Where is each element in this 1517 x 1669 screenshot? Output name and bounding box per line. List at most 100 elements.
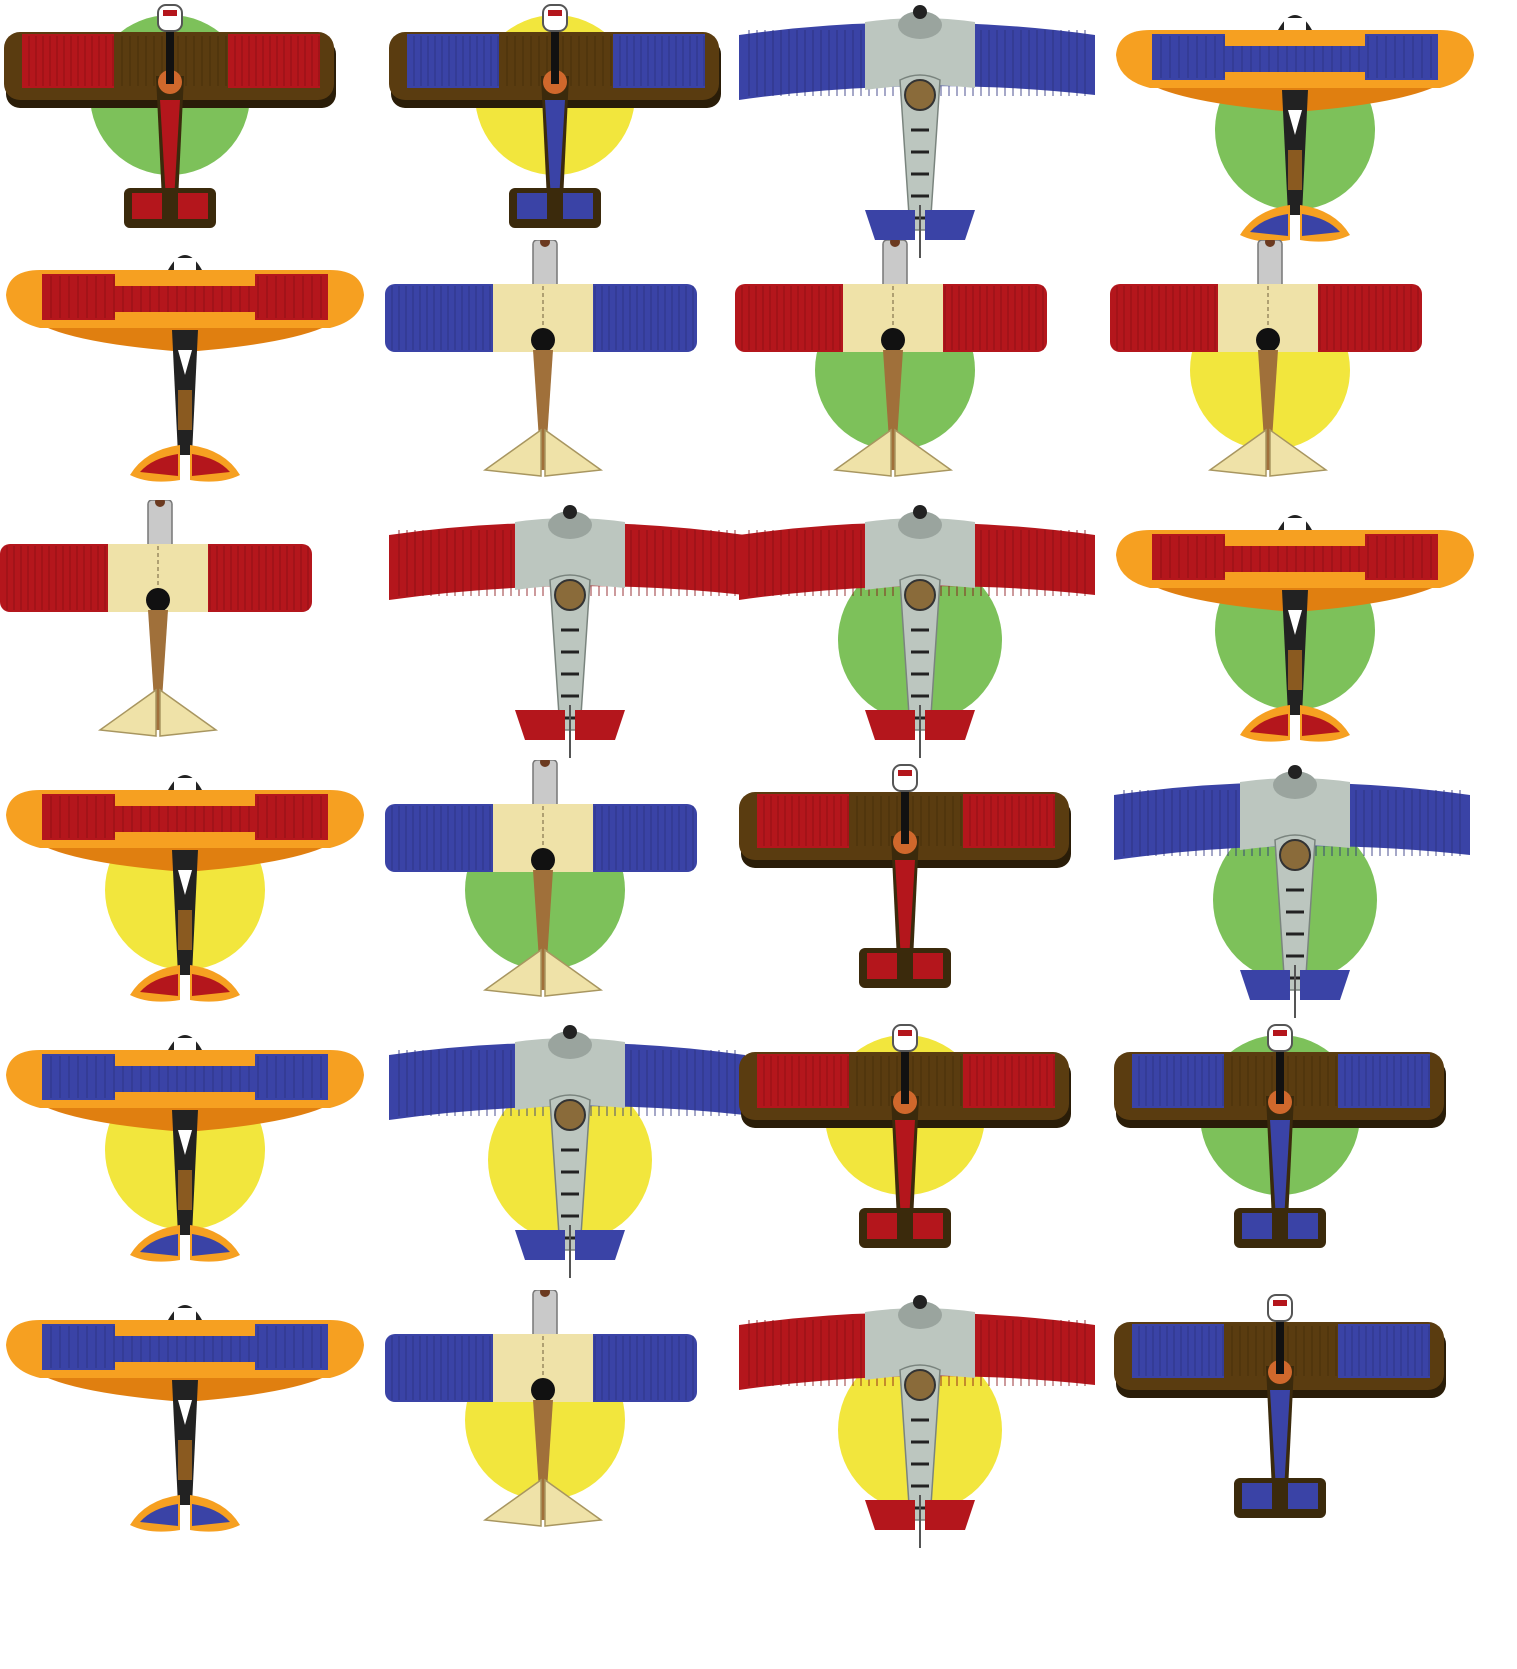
aircraft-cream-rotary [735,240,1047,477]
fuselage-insignia [178,1400,192,1425]
aircraft-sprite-1 [4,4,336,228]
wing-center-bottom [115,832,255,846]
cockpit [554,579,586,611]
engine-cap [540,760,550,767]
aircraft-sprite-13 [6,775,364,1002]
tail-right [1269,428,1329,477]
engine-cap [155,500,165,507]
wing-center-bottom [115,312,255,326]
wing-center-top [1225,34,1365,46]
elevator-right [192,454,230,476]
aircraft-silver-swept [389,505,745,758]
pilot-head [913,1295,927,1309]
tail-left [482,948,542,997]
tail-right [544,428,604,477]
pilot-head [892,764,918,792]
fuselage-panel [178,1170,192,1210]
aircraft-sprite-4 [1116,15,1474,242]
wing-center-top [115,1054,255,1066]
strut [901,792,909,844]
elevator-right [913,953,943,979]
strut [1276,1322,1284,1374]
pilot-face [174,778,196,792]
pilot-head [542,4,568,32]
wing-center-bottom [115,1092,255,1106]
aircraft-cream-rotary [1110,240,1422,477]
wing-center [865,1308,975,1380]
elevator-left [515,1230,565,1260]
aircraft-brown-box [389,4,721,228]
tail-right [894,428,954,477]
engine-cowl [898,11,942,39]
pilot-band [1273,1300,1287,1306]
pilot-head [892,1024,918,1052]
cockpit [531,848,555,872]
engine-cylinder [147,500,173,551]
aircraft-sprite-9 [0,500,312,737]
elevator-left [867,1213,897,1239]
pilot-band [898,770,912,776]
fuselage [883,350,903,470]
cockpit [554,1099,586,1131]
elevator-right [1302,214,1340,236]
aircraft-sprite-5 [6,255,364,482]
aircraft-silver-swept [739,505,1095,758]
pilot-head [913,5,927,19]
elevator-right [1288,1213,1318,1239]
tail-right [159,688,219,737]
aircraft-cream-rotary [385,1290,697,1527]
elevator-right [925,210,975,240]
fuselage [148,610,168,730]
engine-cylinder [1257,240,1283,291]
elevator-left [140,1504,178,1526]
fuselage-stripe [160,100,180,200]
elevator-left [865,210,915,240]
elevator-left [140,1234,178,1256]
aircraft-orange-rounded [6,255,364,482]
elevator-left [1250,214,1288,236]
aircraft-cream-rotary [0,500,312,737]
aircraft-orange-rounded [6,1035,364,1262]
fuselage [1258,350,1278,470]
wing-center-top [115,274,255,286]
engine-cowl [548,511,592,539]
elevator-right [563,193,593,219]
aircraft-sprite-10 [389,505,745,758]
aircraft-sprite-20 [1114,1024,1446,1248]
aircraft-brown-box [4,4,336,228]
elevator-left [140,974,178,996]
fuselage-stripe [1270,1120,1290,1220]
cockpit [904,79,936,111]
cockpit [146,588,170,612]
elevator-right [1302,714,1340,736]
pilot-band [898,1030,912,1036]
aircraft-sprite-18 [389,1025,745,1278]
tail-left [482,428,542,477]
aircraft-orange-rounded [1116,515,1474,742]
aircraft-sprite-3 [739,5,1095,258]
elevator-left [865,710,915,740]
cockpit [904,579,936,611]
aircraft-cream-rotary [385,240,697,477]
wing-center [1240,778,1350,850]
aircraft-orange-rounded [6,1305,364,1532]
fuselage [533,870,553,990]
elevator-right [575,1230,625,1260]
wing-center [515,1038,625,1110]
pilot-face [174,1308,196,1322]
aircraft-silver-swept [1114,765,1470,1018]
aircraft-orange-rounded [6,775,364,1002]
pilot-face [1284,518,1306,532]
engine-cylinder [532,240,558,291]
wing-center [865,518,975,590]
engine-cowl [1273,771,1317,799]
fuselage-insignia [1288,110,1302,135]
aircraft-orange-rounded [1116,15,1474,242]
strut [901,1052,909,1104]
elevator-right [925,710,975,740]
fuselage-stripe [1270,1390,1290,1490]
wing-center-bottom [1225,572,1365,586]
aircraft-cream-rotary [385,760,697,997]
elevator-left [140,454,178,476]
